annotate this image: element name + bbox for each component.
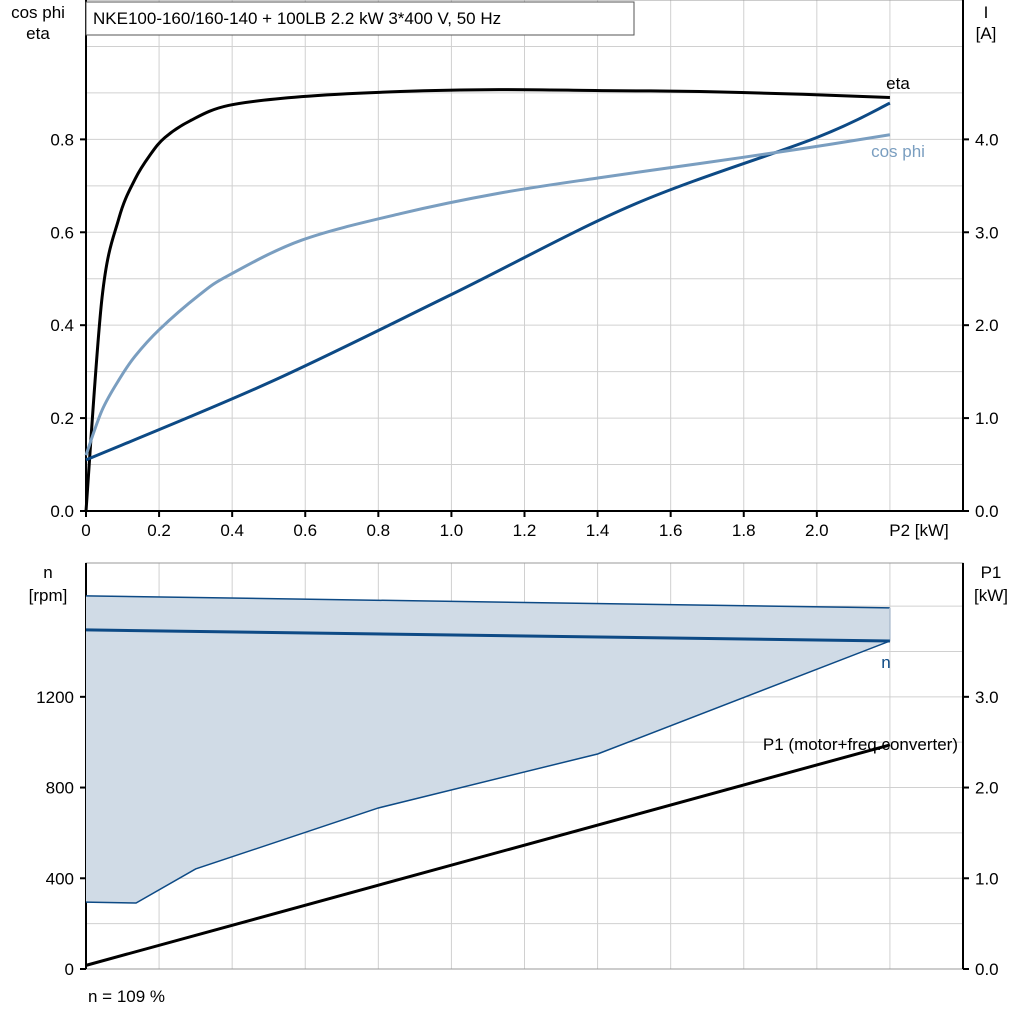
- x-tick-label: 1.2: [513, 521, 537, 540]
- x-axis-label: P2 [kW]: [889, 521, 949, 540]
- x-tick-label: 1.8: [732, 521, 756, 540]
- top-right-axis-label-2: [A]: [976, 24, 997, 43]
- series-p1-line: [85, 743, 891, 967]
- y-tick-label-left: 0.4: [50, 316, 74, 335]
- chart-title: NKE100-160/160-140 + 100LB 2.2 kW 3*400 …: [93, 9, 501, 28]
- y-tick-label-right: 4.0: [975, 130, 999, 149]
- y-tick-label-right: 1.0: [975, 409, 999, 428]
- speed-band-upper-line: [85, 595, 890, 609]
- x-tick-label: 0: [81, 521, 90, 540]
- x-tick-label: 1.0: [440, 521, 464, 540]
- x-tick-label: 0.2: [147, 521, 171, 540]
- speed-range-band: [86, 595, 890, 903]
- y-tick-label-right: 0.0: [975, 960, 999, 979]
- y-tick-label-right: 3.0: [975, 223, 999, 242]
- series-cos-phi-line: [84, 133, 891, 456]
- y-tick-label-right: 2.0: [975, 316, 999, 335]
- y-tick-label-left: 0.6: [50, 223, 74, 242]
- y-tick-label-right: 3.0: [975, 688, 999, 707]
- y-tick-label-left: 800: [46, 779, 74, 798]
- series-eta-line: [84, 88, 890, 512]
- x-tick-label: 1.4: [586, 521, 610, 540]
- y-tick-label-left: 0.8: [50, 130, 74, 149]
- bottom-left-axis-label-2: [rpm]: [29, 586, 68, 605]
- top-grid: [86, 0, 963, 511]
- top-right-axis-label-1: I: [984, 3, 989, 22]
- x-tick-label: 1.6: [659, 521, 683, 540]
- y-tick-label-left: 1200: [36, 688, 74, 707]
- y-tick-label-right: 2.0: [975, 779, 999, 798]
- speed-percent-footer: n = 109 %: [88, 987, 165, 1006]
- y-tick-label-left: 0: [65, 960, 74, 979]
- bottom-right-axis-label-2: [kW]: [974, 586, 1008, 605]
- x-tick-label: 0.4: [220, 521, 244, 540]
- p1-label: P1 (motor+freq.converter): [763, 735, 958, 754]
- y-tick-label-left: 0.0: [50, 502, 74, 521]
- x-tick-label: 0.6: [293, 521, 317, 540]
- y-tick-label-left: 400: [46, 869, 74, 888]
- series-i-line: [85, 101, 891, 462]
- speed-band-lower-line: [85, 640, 891, 904]
- top-left-axis-label-1: cos phi: [11, 3, 65, 22]
- chart-marks: 0 0.2 0.4 0.6 0.8 1.0 1.2 1.4 1.6 1.8 2.0 0.0 0.2 0.4…: [36, 0, 999, 979]
- eta-label: eta: [886, 74, 910, 93]
- series-n-line: [85, 628, 890, 643]
- n-label: n: [881, 653, 890, 672]
- cos-phi-label: cos phi: [871, 142, 925, 161]
- bottom-left-axis-label-1: n: [43, 563, 52, 582]
- y-tick-label-right: 1.0: [975, 869, 999, 888]
- y-tick-label-right: 0.0: [975, 502, 999, 521]
- x-tick-label: 0.8: [367, 521, 391, 540]
- title-box: [85, 1, 635, 36]
- x-tick-label: 2.0: [805, 521, 829, 540]
- y-tick-label-left: 0.2: [50, 409, 74, 428]
- top-left-axis-label-2: eta: [26, 24, 50, 43]
- bottom-right-axis-label-1: P1: [981, 563, 1002, 582]
